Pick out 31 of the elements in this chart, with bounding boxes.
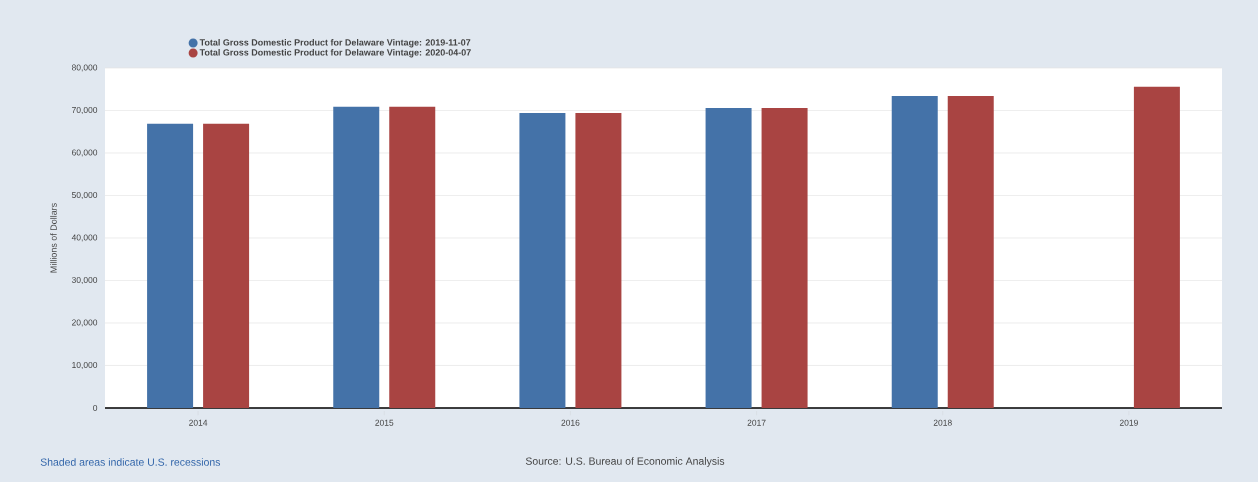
text: Shaded areas indicate U.S. recessions bbox=[40, 458, 221, 466]
bar bbox=[891, 96, 938, 408]
y-tick-label: 0 bbox=[93, 404, 98, 411]
y-tick-label: 20,000 bbox=[72, 319, 98, 327]
bar bbox=[947, 96, 994, 408]
y-tick-label: 30,000 bbox=[71, 276, 98, 284]
y-tick-label: 10,000 bbox=[72, 361, 98, 369]
x-tick-label: 2016 bbox=[561, 419, 580, 426]
bar bbox=[147, 123, 194, 408]
bar bbox=[389, 106, 436, 408]
bar bbox=[761, 107, 808, 408]
y-tick-label: 80,000 bbox=[71, 64, 98, 72]
x-tick-label: 2014 bbox=[189, 419, 208, 426]
bar bbox=[519, 113, 566, 408]
legend-label: Total Gross Domestic Product for Delaware Vintage: 2020-04-07 bbox=[199, 49, 471, 58]
bar bbox=[705, 107, 752, 408]
legend-label: Total Gross Domestic Product for Delaware Vintage: 2019-11-07 bbox=[199, 39, 471, 48]
bar bbox=[1133, 86, 1180, 408]
y-tick-label: 60,000 bbox=[72, 149, 98, 157]
x-tick-label: 2017 bbox=[747, 419, 766, 426]
x-tick-label: 2018 bbox=[933, 419, 952, 426]
source-note: Source: U.S. Bureau of Economic Analysis bbox=[525, 457, 725, 467]
y-axis-title: Millions of Dollars bbox=[50, 203, 57, 273]
bar bbox=[203, 123, 250, 408]
bar bbox=[575, 113, 622, 408]
y-tick-label: 40,000 bbox=[71, 234, 98, 242]
y-tick-label: 50,000 bbox=[71, 192, 98, 199]
x-tick-label: 2019 bbox=[1119, 419, 1138, 426]
x-tick-label: 2015 bbox=[375, 419, 394, 426]
bar bbox=[333, 106, 380, 408]
y-tick-label: 70,000 bbox=[72, 107, 98, 114]
